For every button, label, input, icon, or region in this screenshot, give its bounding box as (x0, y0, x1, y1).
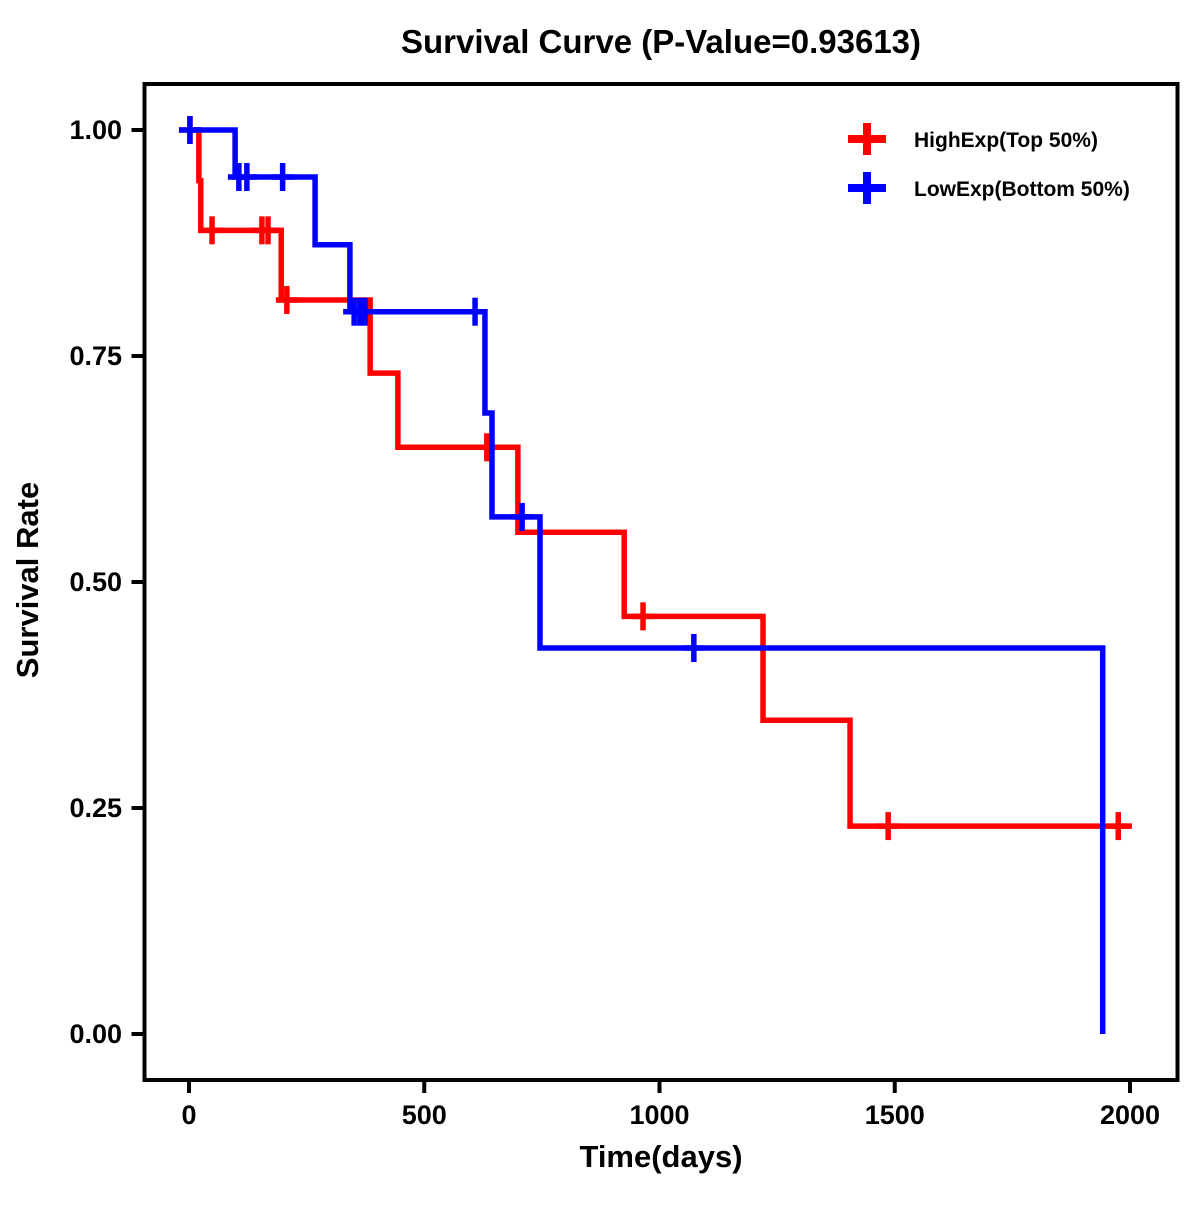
legend-label-lowexp: LowExp(Bottom 50%) (914, 178, 1130, 201)
plot-border (142, 82, 1180, 1082)
censor-plus-icon (464, 297, 487, 326)
censor-plus-icon (877, 812, 900, 841)
censor-plus-icon (1107, 812, 1130, 841)
y-tick-label: 0.50 (69, 567, 122, 597)
censor-plus-icon (682, 633, 705, 662)
censor-plus-icon (235, 163, 258, 192)
censor-plus-icon (353, 297, 376, 326)
x-axis-label: Time(days) (579, 1139, 742, 1174)
chart-title: Survival Curve (P-Value=0.93613) (401, 23, 921, 60)
legend-item-highexp: HighExp(Top 50%) (848, 123, 1098, 155)
censor-plus-icon (275, 285, 298, 314)
y-tick-label: 0.00 (69, 1019, 122, 1049)
plus-marker-icon (848, 172, 886, 204)
censor-plus-icon (201, 216, 224, 245)
survival-curve (189, 127, 1106, 1034)
y-axis-label: Survival Rate (10, 482, 45, 678)
legend-item-lowexp: LowExp(Bottom 50%) (848, 172, 1130, 204)
survival-curve (189, 127, 1132, 829)
y-tick-label: 0.25 (69, 793, 122, 823)
x-tick-label: 1500 (865, 1100, 925, 1130)
censor-plus-icon (511, 502, 534, 531)
y-tick-label: 1.00 (69, 115, 122, 145)
x-tick-label: 500 (402, 1100, 447, 1130)
x-tick-label: 2000 (1100, 1100, 1160, 1130)
censor-plus-icon (178, 116, 201, 144)
survival-curves (178, 116, 1132, 1034)
censor-plus-icon (271, 163, 294, 192)
x-tick-label: 0 (181, 1100, 196, 1130)
x-axis-ticks: 0 500 1000 1500 2000 (181, 1080, 1160, 1130)
x-tick-label: 1000 (629, 1100, 689, 1130)
legend-label-highexp: HighExp(Top 50%) (914, 129, 1098, 152)
censor-plus-icon (257, 216, 280, 245)
plus-marker-icon (848, 123, 886, 155)
legend: HighExp(Top 50%) LowExp(Bottom 50%) (848, 123, 1130, 204)
y-tick-label: 0.75 (69, 341, 122, 371)
censor-plus-icon (632, 602, 655, 631)
y-axis-ticks: 0.00 0.25 0.50 0.75 1.00 (69, 115, 145, 1049)
